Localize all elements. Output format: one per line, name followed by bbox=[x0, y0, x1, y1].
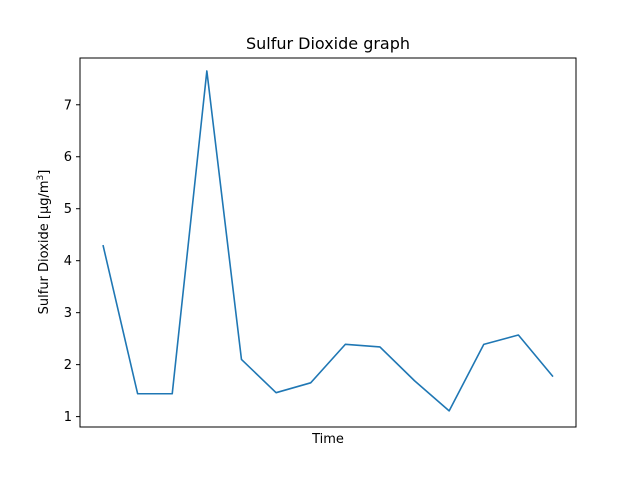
axes-frame bbox=[79, 57, 577, 428]
plot-area bbox=[79, 57, 577, 428]
y-tick-label: 3 bbox=[64, 306, 72, 321]
series-layer bbox=[102, 70, 554, 412]
y-axis-label: Sulfur Dioxide [μg/m3] bbox=[36, 170, 52, 315]
y-tick-label: 7 bbox=[64, 98, 72, 113]
y-tick-label: 5 bbox=[64, 202, 72, 217]
y-axis-label-suffix: ] bbox=[37, 170, 52, 175]
chart-title: Sulfur Dioxide graph bbox=[246, 34, 410, 53]
y-tick-label: 6 bbox=[64, 150, 72, 165]
y-axis: 1 2 3 4 5 6 7 bbox=[64, 98, 80, 425]
y-axis-label-superscript: 3 bbox=[36, 175, 46, 181]
y-tick-label: 4 bbox=[64, 254, 72, 269]
x-axis-label: Time bbox=[311, 432, 344, 447]
y-tick-label: 1 bbox=[64, 410, 72, 425]
y-tick-label: 2 bbox=[64, 358, 72, 373]
series-line-0 bbox=[102, 70, 554, 412]
y-axis-label-text: Sulfur Dioxide [μg/m bbox=[37, 180, 52, 314]
